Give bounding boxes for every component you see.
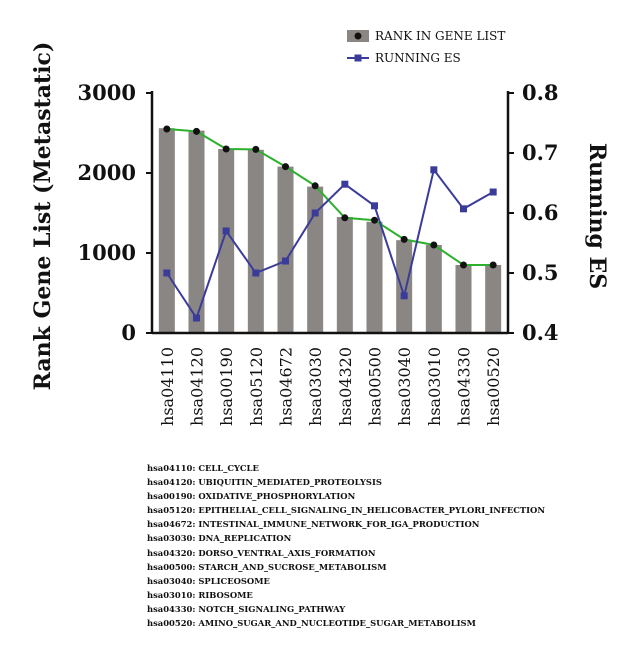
running-es-point-hsa05120	[252, 269, 260, 277]
running-es-point-hsa03040	[400, 292, 408, 300]
running-es-point-hsa00190	[222, 227, 230, 235]
pathway-note: hsa04120: UBIQUITIN_MEDIATED_PROTEOLYSIS	[147, 477, 382, 488]
running-es-point-hsa04320	[341, 180, 349, 188]
y-tick-label-left: 0	[121, 320, 136, 345]
rank-point-hsa03030	[311, 182, 319, 190]
y-tick-label-right: 0.7	[522, 140, 559, 165]
rank-point-hsa04320	[341, 214, 349, 222]
pathway-note: hsa03010: RIBOSOME	[147, 589, 253, 600]
x-tick-label-hsa00500: hsa00500	[366, 347, 385, 426]
legend-label-es: RUNNING ES	[375, 51, 461, 65]
x-tick-label-hsa04320: hsa04320	[336, 347, 355, 426]
rank-point-hsa04330	[460, 261, 467, 269]
chart: RANK IN GENE LIST RUNNING ES 0 1000 2000 30…	[30, 29, 610, 426]
rank-point-hsa04120	[193, 127, 200, 135]
rank-point-hsa03040	[400, 235, 408, 243]
bar-hsa00500	[366, 221, 383, 333]
running-es-line	[165, 167, 494, 321]
legend-label-rank: RANK IN GENE LIST	[375, 29, 505, 43]
bar-hsa04120	[188, 130, 205, 333]
bar-hsa05120	[247, 149, 264, 333]
x-tick-label-hsa05120: hsa05120	[247, 347, 266, 426]
rank-point-hsa00190	[222, 145, 230, 153]
pathway-note: hsa00500: STARCH_AND_SUCROSE_METABOLISM	[147, 561, 387, 572]
pathway-note: hsa03040: SPLICEOSOME	[147, 575, 270, 586]
y-axis-label-right: Running ES	[584, 143, 610, 289]
pathway-note: hsa00520: AMINO_SUGAR_AND_NUCLEOTIDE_SUG…	[147, 618, 476, 629]
bar-hsa04320	[336, 217, 353, 333]
y-tick-label-right: 0.8	[522, 80, 559, 105]
bar-hsa00190	[218, 149, 235, 333]
y-tick-label-right: 0.5	[522, 260, 559, 285]
pathway-note: hsa03030: DNA_REPLICATION	[147, 533, 292, 544]
rank-trend-line	[166, 128, 494, 266]
bar-hsa00520	[485, 265, 502, 333]
bar-hsa03040	[396, 240, 413, 333]
bars	[158, 128, 502, 333]
running-es-point-hsa04110	[163, 269, 171, 277]
pathway-note: hsa04672: INTESTINAL_IMMUNE_NETWORK_FOR_…	[147, 519, 480, 530]
running-es-point-hsa04120	[193, 314, 200, 322]
lines	[163, 125, 497, 322]
legend-es-marker	[354, 54, 362, 62]
x-tick-label-hsa04330: hsa04330	[455, 347, 474, 426]
running-es-point-hsa00500	[371, 202, 378, 210]
running-es-point-hsa04330	[460, 205, 467, 213]
x-tick-label-hsa03030: hsa03030	[306, 347, 325, 426]
pathway-note: hsa00190: OXIDATIVE_PHOSPHORYLATION	[147, 491, 356, 502]
pathway-note: hsa04330: NOTCH_SIGNALING_PATHWAY	[147, 603, 346, 614]
x-tick-label-hsa04110: hsa04110	[158, 347, 177, 426]
y-axis-label-left: Rank Gene List (Metastatic)	[30, 42, 56, 391]
pathway-note: hsa05120: EPITHELIAL_CELL_SIGNALING_IN_H…	[147, 505, 545, 516]
rank-point-hsa05120	[252, 145, 260, 153]
pathway-note: hsa04320: DORSO_VENTRAL_AXIS_FORMATION	[147, 547, 376, 558]
rank-point-hsa03010	[430, 241, 438, 249]
y-tick-label-right: 0.4	[522, 320, 559, 345]
rank-point-hsa00520	[489, 261, 497, 269]
running-es-point-hsa03010	[430, 166, 438, 174]
axes: 0 1000 2000 3000 0.4 0.5 0.6 0.7 0.8 hsa04110 hsa0…	[78, 80, 559, 426]
rank-point-hsa04110	[163, 125, 171, 133]
bar-hsa04672	[277, 166, 294, 333]
running-es-point-hsa00520	[489, 188, 497, 196]
y-tick-label-left: 1000	[78, 240, 136, 265]
rank-point-hsa04672	[282, 163, 289, 171]
x-tick-label-hsa00520: hsa00520	[484, 347, 503, 426]
x-tick-label-hsa03010: hsa03010	[425, 347, 444, 426]
rank-point-hsa00500	[371, 216, 378, 224]
bar-hsa03030	[307, 186, 324, 333]
x-tick-label-hsa04120: hsa04120	[188, 347, 207, 426]
running-es-point-hsa03030	[311, 209, 319, 217]
bar-hsa04110	[158, 128, 175, 333]
x-tick-label-hsa04672: hsa04672	[277, 347, 296, 426]
y-tick-label-left: 2000	[78, 160, 136, 185]
y-tick-label-left: 3000	[78, 80, 136, 105]
bar-hsa03010	[425, 245, 442, 333]
x-tick-label-hsa03040: hsa03040	[395, 347, 414, 426]
y-tick-label-right: 0.6	[522, 200, 559, 225]
running-es-point-hsa04672	[282, 257, 289, 265]
legend-bar-marker	[354, 32, 362, 40]
bar-hsa04330	[455, 265, 472, 333]
x-tick-label-hsa00190: hsa00190	[217, 347, 236, 426]
pathway-notes: hsa04110: CELL_CYCLE hsa04120: UBIQUITIN_…	[147, 461, 545, 630]
legend: RANK IN GENE LIST RUNNING ES	[347, 29, 505, 65]
pathway-note: hsa04110: CELL_CYCLE	[147, 463, 259, 473]
